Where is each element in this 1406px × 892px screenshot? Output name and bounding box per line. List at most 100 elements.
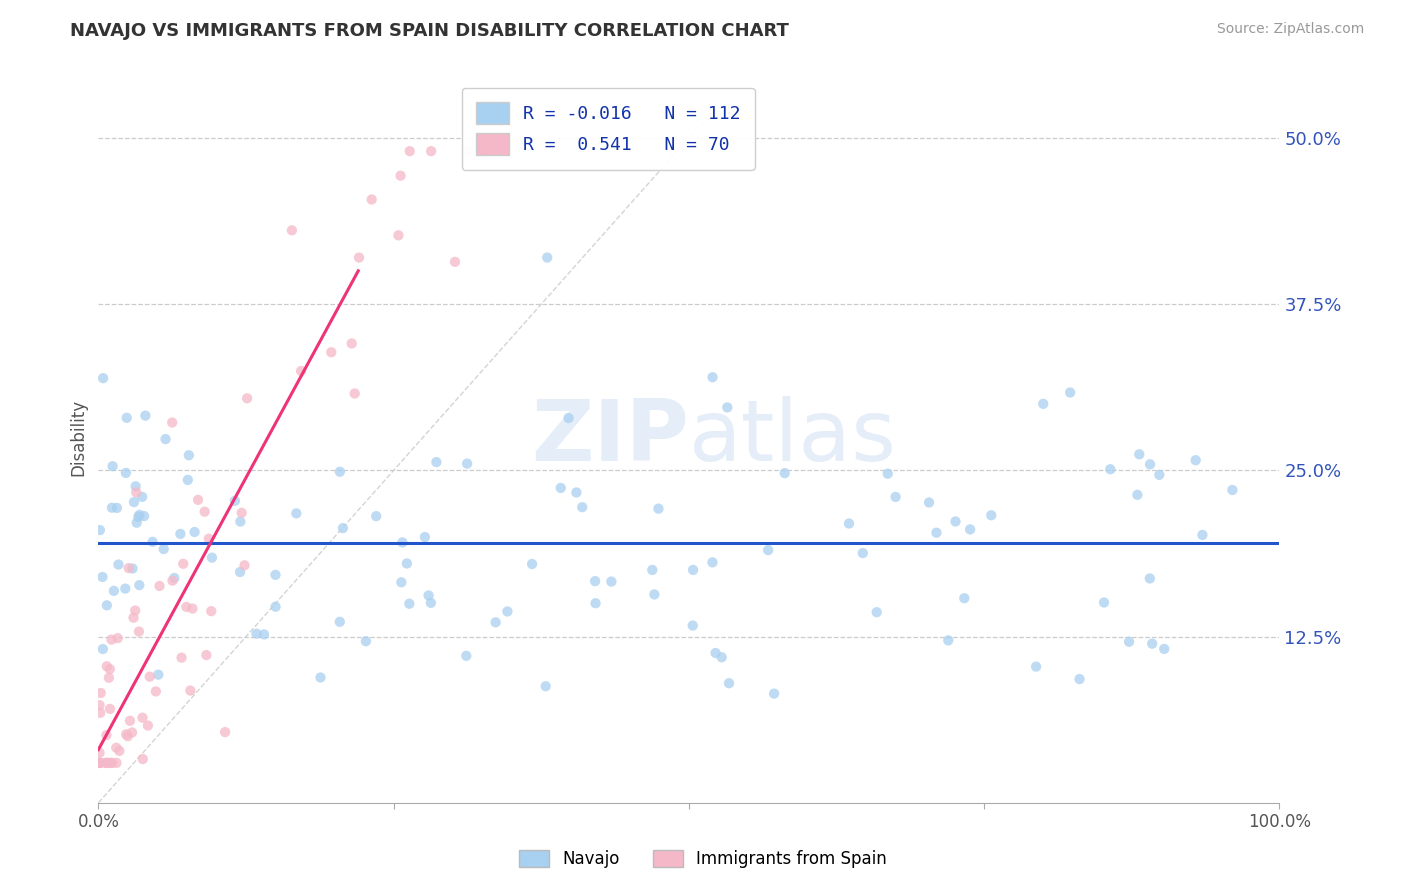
Point <box>565 485 588 500</box>
Point <box>134 409 156 423</box>
Point <box>96 599 118 613</box>
Point <box>398 597 420 611</box>
Point <box>1139 572 1161 586</box>
Legend: R = -0.016   N = 112, R =  0.541   N = 70: R = -0.016 N = 112, R = 0.541 N = 70 <box>461 87 755 169</box>
Point <box>391 535 413 549</box>
Point <box>456 648 478 663</box>
Point <box>145 684 167 698</box>
Point <box>105 740 128 755</box>
Point <box>360 193 382 207</box>
Point <box>107 631 129 645</box>
Point <box>176 599 198 614</box>
Point <box>101 756 124 770</box>
Point <box>456 144 478 158</box>
Point <box>177 448 200 462</box>
Point <box>444 255 467 269</box>
Point <box>456 457 478 471</box>
Point <box>702 555 724 569</box>
Point <box>117 729 139 743</box>
Point <box>1025 659 1047 673</box>
Point <box>98 662 121 676</box>
Point <box>233 558 256 573</box>
Point <box>200 604 222 618</box>
Point <box>105 500 128 515</box>
Point <box>100 632 122 647</box>
Point <box>389 169 412 183</box>
Point <box>953 591 976 606</box>
Point <box>98 702 121 716</box>
Point <box>114 582 136 596</box>
Point <box>763 687 786 701</box>
Point <box>125 485 148 500</box>
Point <box>124 479 146 493</box>
Point <box>290 364 312 378</box>
Text: NAVAJO VS IMMIGRANTS FROM SPAIN DISABILITY CORRELATION CHART: NAVAJO VS IMMIGRANTS FROM SPAIN DISABILI… <box>70 22 789 40</box>
Point <box>124 603 146 617</box>
Point <box>128 578 150 592</box>
Point <box>1069 672 1091 686</box>
Point <box>115 410 138 425</box>
Point <box>347 251 370 265</box>
Point <box>142 534 165 549</box>
Point <box>103 583 125 598</box>
Point <box>419 596 441 610</box>
Point <box>118 714 141 728</box>
Point <box>876 467 898 481</box>
Point <box>413 530 436 544</box>
Point <box>131 711 153 725</box>
Point <box>96 756 118 770</box>
Point <box>172 557 194 571</box>
Text: ZIP: ZIP <box>531 395 689 479</box>
Point <box>122 495 145 509</box>
Point <box>936 633 959 648</box>
Legend: Navajo, Immigrants from Spain: Navajo, Immigrants from Spain <box>512 843 894 875</box>
Point <box>89 756 111 770</box>
Point <box>89 746 111 760</box>
Point <box>925 525 948 540</box>
Point <box>756 543 779 558</box>
Point <box>682 618 704 632</box>
Y-axis label: Disability: Disability <box>69 399 87 475</box>
Point <box>838 516 860 531</box>
Point <box>398 144 420 158</box>
Point <box>1184 453 1206 467</box>
Point <box>702 370 724 384</box>
Point <box>163 571 186 585</box>
Point <box>148 667 170 681</box>
Point <box>160 416 183 430</box>
Point <box>96 756 118 770</box>
Point <box>264 599 287 614</box>
Point <box>550 481 572 495</box>
Point <box>682 563 704 577</box>
Point <box>980 508 1002 523</box>
Point <box>96 728 118 742</box>
Point <box>389 575 412 590</box>
Point <box>583 574 606 588</box>
Point <box>229 565 252 579</box>
Point <box>1222 483 1244 497</box>
Point <box>89 756 111 770</box>
Point <box>107 558 129 572</box>
Point <box>773 466 796 480</box>
Point <box>959 523 981 537</box>
Point <box>96 659 118 673</box>
Point <box>253 627 276 641</box>
Point <box>945 515 967 529</box>
Point <box>366 509 388 524</box>
Point <box>90 686 112 700</box>
Point <box>195 648 218 662</box>
Point <box>132 509 155 524</box>
Point <box>108 744 131 758</box>
Point <box>121 725 143 739</box>
Point <box>231 506 253 520</box>
Point <box>321 345 343 359</box>
Point <box>520 557 543 571</box>
Point <box>395 557 418 571</box>
Point <box>214 725 236 739</box>
Point <box>495 144 517 158</box>
Point <box>557 411 579 425</box>
Point <box>718 676 741 690</box>
Point <box>571 500 593 515</box>
Point <box>177 473 200 487</box>
Point <box>127 510 149 524</box>
